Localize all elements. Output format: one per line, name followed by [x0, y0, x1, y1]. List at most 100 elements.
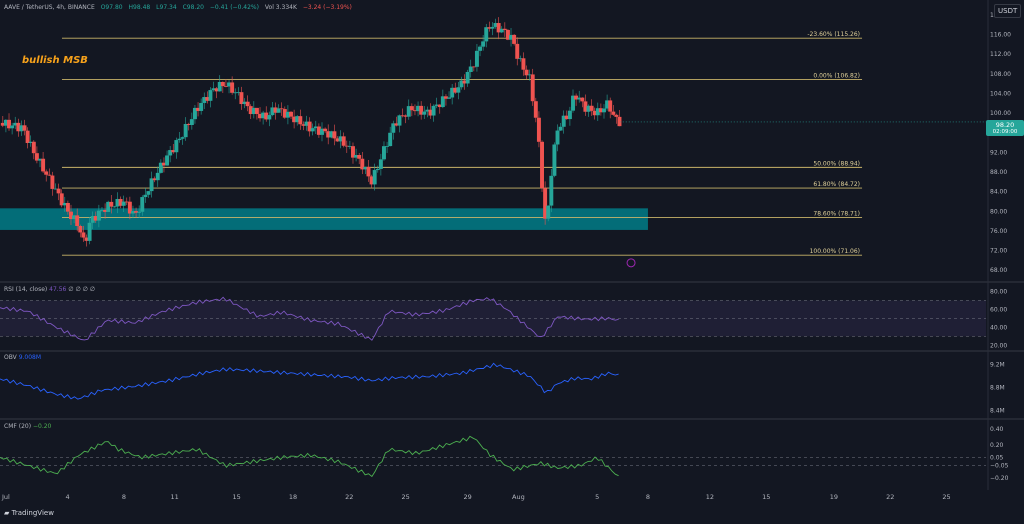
candle: [316, 126, 321, 135]
candle: [149, 178, 154, 192]
candle: [205, 97, 210, 101]
candle: [478, 46, 483, 51]
candle: [571, 95, 575, 111]
candle: [174, 140, 179, 153]
candle: [87, 222, 92, 241]
candle: [512, 34, 517, 44]
candle: [289, 111, 293, 117]
candle: [592, 110, 597, 116]
candle: [493, 23, 498, 27]
candle: [137, 211, 142, 213]
demand-zone[interactable]: [0, 208, 648, 230]
price-axis-label: 116.00: [990, 32, 1011, 39]
bar-countdown: 02:09:00: [992, 129, 1018, 135]
candle: [416, 105, 421, 112]
candle: [298, 116, 303, 125]
candle: [41, 158, 46, 172]
candle: [50, 175, 55, 189]
rsi-title-label: RSI (14, close): [4, 286, 48, 293]
price-axis-label: 104.00: [990, 90, 1011, 97]
candle: [326, 131, 331, 138]
candle: [189, 119, 194, 126]
candle: [124, 201, 129, 203]
candle: [301, 124, 306, 126]
time-axis-label: 25: [942, 493, 950, 501]
price-axis-label: 80.00: [990, 208, 1007, 215]
volume-value: Vol 3.334K: [264, 4, 297, 11]
candle: [118, 198, 123, 206]
candle: [484, 27, 489, 42]
candle: [7, 119, 11, 129]
candle: [78, 225, 83, 233]
fib-level-label: 61.80% (84.72): [813, 181, 860, 188]
candle: [496, 23, 501, 33]
cmf-axis-label: 0.40: [990, 426, 1004, 433]
candle: [242, 101, 247, 105]
tradingview-label: TradingView: [11, 509, 54, 517]
candle: [617, 116, 622, 127]
candle: [38, 158, 42, 161]
candle: [106, 201, 111, 212]
candle: [409, 106, 414, 111]
candle: [605, 100, 610, 109]
candle: [115, 198, 120, 207]
time-axis-label: 15: [232, 493, 240, 501]
fib-level-label: 50.00% (88.94): [813, 160, 860, 167]
candle: [502, 28, 507, 30]
candle: [344, 145, 349, 147]
rsi-extra-3: ∅: [89, 286, 95, 293]
candle: [236, 92, 241, 93]
candle: [459, 80, 464, 88]
alert-clock-icon[interactable]: [626, 258, 636, 268]
candle: [447, 97, 452, 99]
candle: [453, 87, 458, 93]
candle: [474, 50, 479, 67]
fib-level-label: 0.00% (106.82): [813, 73, 860, 80]
obv-line[interactable]: [0, 362, 619, 400]
candle: [273, 107, 278, 113]
symbol-title[interactable]: AAVE / TetherUS, 4h, BINANCE: [4, 4, 95, 11]
symbol-legend: AAVE / TetherUS, 4h, BINANCE O97.80 H98.…: [4, 4, 356, 11]
candle: [577, 97, 582, 100]
candle: [72, 215, 77, 220]
candle: [595, 108, 600, 116]
obv-axis-label: 8.8M: [990, 384, 1005, 391]
cmf-value: −0.20: [32, 423, 52, 430]
price-axis-label: 92.00: [990, 149, 1007, 156]
candle: [465, 71, 470, 84]
candle: [292, 116, 297, 123]
candle: [378, 159, 383, 169]
candle: [208, 90, 213, 101]
tradingview-logo[interactable]: ▰ TradingView: [4, 509, 54, 517]
candle: [481, 41, 486, 47]
obv-title-label: OBV: [4, 354, 17, 361]
candle: [279, 108, 284, 110]
candle: [217, 81, 222, 92]
rsi-title[interactable]: RSI (14, close) 47.56 ∅ ∅ ∅ ∅: [4, 286, 95, 293]
candle: [261, 112, 266, 119]
candle: [434, 104, 439, 106]
candle: [155, 172, 160, 181]
currency-selector[interactable]: USDT: [994, 4, 1022, 18]
candle: [564, 115, 569, 120]
candle: [320, 128, 324, 135]
price-axis-label: 100.00: [990, 110, 1011, 117]
candle: [490, 26, 495, 29]
annotation-bullish-msb[interactable]: bullish MSB: [22, 55, 88, 66]
candle: [391, 123, 396, 133]
cmf-title[interactable]: CMF (20) −0.20: [4, 423, 51, 430]
candle: [341, 136, 346, 146]
candle: [180, 137, 185, 139]
low-value: L97.34: [156, 4, 177, 11]
rsi-line[interactable]: [0, 296, 619, 341]
candle: [397, 115, 402, 126]
candle: [196, 107, 201, 111]
candle: [440, 96, 445, 108]
candle: [56, 188, 61, 194]
obv-title[interactable]: OBV 9.008M: [4, 354, 41, 361]
cmf-line[interactable]: [0, 435, 619, 478]
candle: [366, 166, 371, 177]
candle: [360, 158, 365, 170]
